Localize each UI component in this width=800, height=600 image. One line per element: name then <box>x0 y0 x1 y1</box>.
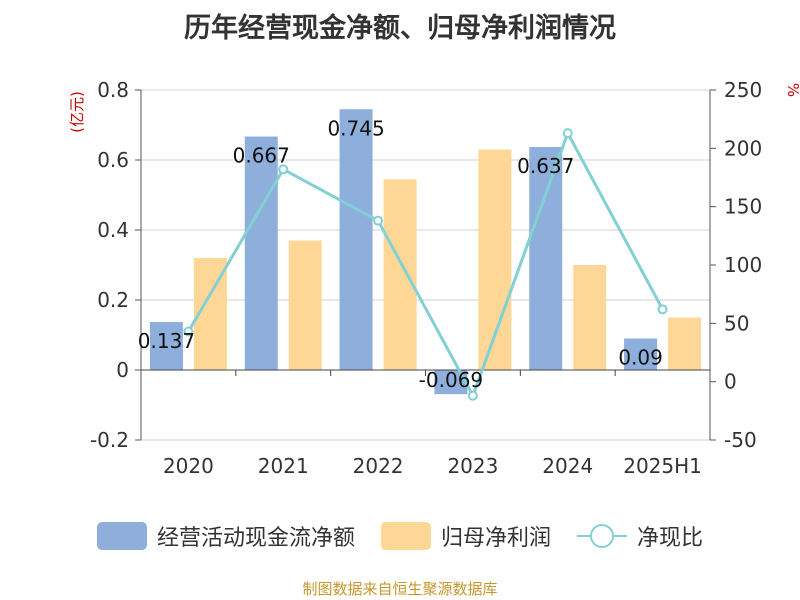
bar-data-label: 0.09 <box>618 346 663 370</box>
ratio-point[interactable] <box>562 128 573 139</box>
ratio-point[interactable] <box>657 304 668 315</box>
right-tick-label: 0 <box>724 370 737 394</box>
right-tick-label: 50 <box>724 311 749 335</box>
legend-item-cashflow[interactable]: 经营活动现金流净额 <box>96 520 355 552</box>
bar-data-label: 0.637 <box>517 154 574 178</box>
bar-net-profit[interactable] <box>668 317 702 371</box>
legend-label-ratio: 净现比 <box>637 526 704 551</box>
legend-item-ratio[interactable]: 净现比 <box>577 520 703 552</box>
bar-cashflow[interactable] <box>149 322 183 370</box>
bar-cashflow[interactable] <box>339 109 373 370</box>
legend-swatch-cashflow <box>96 522 147 550</box>
chart-title: 历年经营现金净额、归母净利润情况 <box>184 13 616 44</box>
ratio-point[interactable] <box>278 164 289 175</box>
x-tick-label: 2025H1 <box>623 454 702 478</box>
ratio-point[interactable] <box>467 390 478 401</box>
left-tick-label: 0 <box>116 358 129 382</box>
bar-net-profit[interactable] <box>383 179 417 370</box>
bar-cashflow[interactable] <box>244 136 278 370</box>
x-tick-label: 2022 <box>353 454 404 478</box>
right-tick-label: 250 <box>724 78 762 102</box>
bar-net-profit[interactable] <box>573 265 607 370</box>
legend-label-net-profit: 归母净利润 <box>440 526 551 551</box>
y-right-axis-title: % <box>784 83 800 97</box>
legend-swatch-net-profit <box>380 522 431 550</box>
left-tick-label: 0.8 <box>97 78 129 102</box>
x-tick-label: 2021 <box>258 454 309 478</box>
left-tick-label: 0.2 <box>97 288 129 312</box>
right-tick-label: -50 <box>724 428 757 452</box>
x-tick-label: 2023 <box>447 454 498 478</box>
bar-data-label: 0.137 <box>138 329 195 353</box>
x-tick-label: 2024 <box>542 454 593 478</box>
bar-data-label: 0.667 <box>233 144 290 168</box>
source-note: 制图数据来自恒生聚源数据库 <box>302 580 498 598</box>
left-tick-label: 0.4 <box>97 218 129 242</box>
bar-cashflow[interactable] <box>529 147 563 370</box>
ratio-point[interactable] <box>183 326 194 337</box>
bar-net-profit[interactable] <box>288 240 322 371</box>
ratio-line <box>187 129 664 400</box>
right-tick-label: 200 <box>724 136 762 160</box>
right-tick-label: 150 <box>724 195 762 219</box>
ratio-point[interactable] <box>373 215 384 226</box>
legend-label-cashflow: 经营活动现金流净额 <box>156 526 355 551</box>
legend: 经营活动现金流净额 归母净利润 净现比 <box>0 516 800 556</box>
left-tick-label: 0.6 <box>97 148 129 172</box>
y-left-axis-title: (亿元) <box>68 91 86 133</box>
legend-swatch-ratio <box>577 522 627 550</box>
legend-item-net-profit[interactable]: 归母净利润 <box>380 520 551 552</box>
left-tick-label: -0.2 <box>90 428 129 452</box>
bar-data-label: 0.745 <box>327 116 384 140</box>
right-tick-label: 100 <box>724 253 762 277</box>
bar-cashflow[interactable] <box>624 338 658 371</box>
bar-data-label: -0.069 <box>419 368 483 392</box>
x-tick-label: 2020 <box>163 454 214 478</box>
